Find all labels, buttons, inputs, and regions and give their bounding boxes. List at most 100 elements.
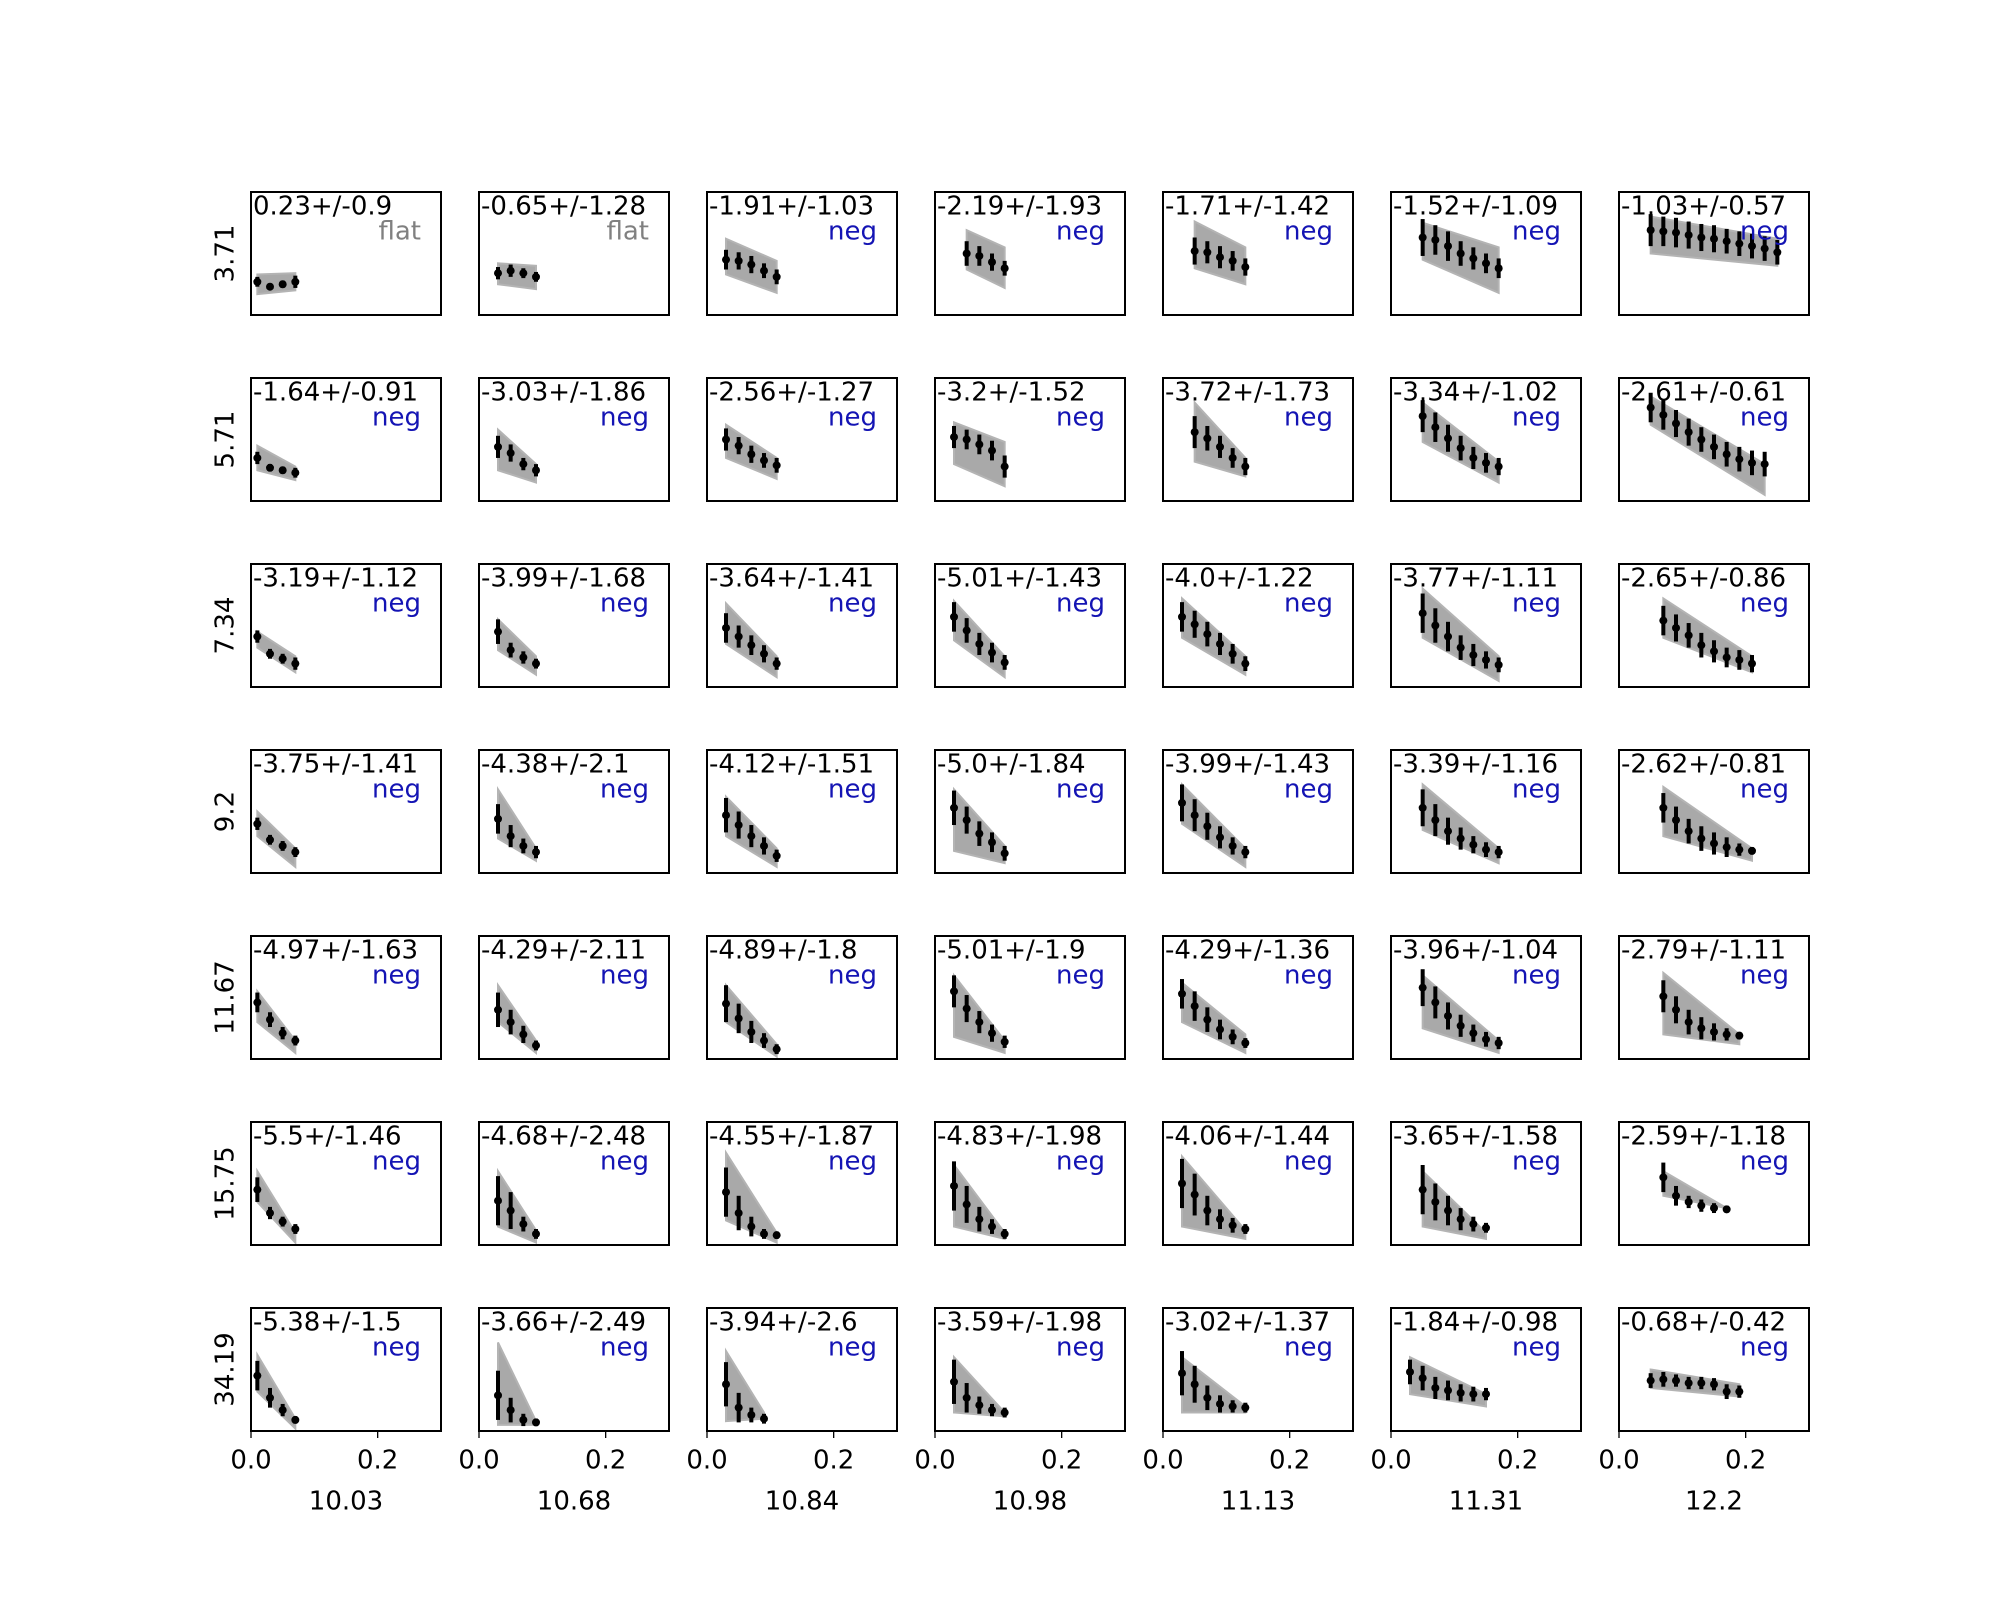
trend-label: neg	[372, 961, 421, 991]
data-point	[1697, 1379, 1706, 1388]
panel-frame	[706, 563, 898, 688]
data-point	[1659, 227, 1668, 236]
fit-band	[1181, 782, 1247, 869]
data-point	[253, 819, 262, 828]
data-point	[760, 649, 768, 658]
data-point	[1444, 242, 1452, 251]
data-point	[1684, 428, 1693, 437]
panel-frame	[934, 1121, 1126, 1246]
trend-label: neg	[372, 1147, 421, 1177]
slope-annotation: -3.77+/-1.11	[1393, 564, 1558, 594]
data-point	[532, 1041, 540, 1050]
data-point	[722, 1188, 730, 1197]
slope-annotation: -3.66+/-2.49	[481, 1308, 646, 1338]
data-point	[519, 269, 528, 278]
data-point	[278, 841, 287, 850]
slope-annotation: -5.01+/-1.43	[937, 564, 1102, 594]
slope-annotation: 0.23+/-0.9	[253, 192, 392, 222]
slope-annotation: -2.62+/-0.81	[1621, 750, 1786, 780]
data-point	[1684, 1018, 1693, 1027]
trend-label: neg	[600, 1147, 649, 1177]
data-point	[722, 623, 730, 632]
data-point	[1672, 1005, 1680, 1014]
slope-annotation: -1.84+/-0.98	[1393, 1308, 1558, 1338]
trend-label: flat	[378, 217, 421, 247]
data-point	[253, 998, 262, 1007]
data-point	[1482, 1390, 1490, 1399]
data-point	[1646, 1376, 1655, 1385]
column-label: 11.13	[1221, 1487, 1295, 1517]
data-point	[1722, 1030, 1731, 1039]
slope-annotation: -4.89+/-1.8	[709, 936, 858, 966]
data-point	[1659, 1173, 1668, 1182]
data-point	[291, 1036, 300, 1045]
slope-annotation: -2.56+/-1.27	[709, 378, 874, 408]
slope-annotation: -3.59+/-1.98	[937, 1308, 1102, 1338]
slope-annotation: -3.03+/-1.86	[481, 378, 646, 408]
data-point	[1456, 249, 1465, 258]
data-point	[1190, 811, 1199, 820]
data-point	[1241, 848, 1250, 857]
data-point	[1482, 845, 1490, 854]
trend-label: neg	[1284, 775, 1333, 805]
data-point	[494, 814, 502, 823]
panel-frame	[706, 1121, 898, 1246]
data-point	[1000, 1408, 1009, 1417]
data-point	[532, 659, 540, 668]
data-point	[266, 649, 274, 658]
data-point	[1760, 460, 1769, 469]
slope-annotation: -4.0+/-1.22	[1165, 564, 1314, 594]
data-point	[1190, 247, 1199, 256]
slope-annotation: -2.61+/-0.61	[1621, 378, 1786, 408]
data-point	[1431, 998, 1440, 1007]
data-point	[1482, 259, 1490, 268]
data-point	[1710, 442, 1718, 451]
data-point	[760, 1229, 768, 1238]
column-label: 12.2	[1685, 1487, 1743, 1517]
data-point	[1684, 827, 1693, 836]
data-point	[1494, 462, 1503, 471]
panel-frame	[1390, 1307, 1582, 1432]
data-point	[291, 848, 300, 857]
data-point	[1241, 1225, 1250, 1234]
fit-band	[497, 262, 537, 291]
slope-annotation: -1.91+/-1.03	[709, 192, 874, 222]
data-point	[519, 1030, 528, 1039]
data-point	[1697, 233, 1706, 242]
data-point	[1735, 845, 1744, 854]
trend-label: neg	[600, 589, 649, 619]
data-point	[1697, 435, 1706, 444]
panel-frame	[478, 749, 670, 874]
data-point	[962, 435, 971, 444]
data-point	[988, 446, 996, 455]
slope-annotation: -5.0+/-1.84	[937, 750, 1086, 780]
slope-annotation: -3.99+/-1.68	[481, 564, 646, 594]
data-point	[1760, 244, 1769, 253]
slope-annotation: -4.97+/-1.63	[253, 936, 418, 966]
data-point	[291, 1225, 300, 1234]
row-label: 3.71	[211, 225, 241, 283]
trend-label: neg	[600, 961, 649, 991]
data-point	[747, 1027, 756, 1036]
panel-frame	[250, 377, 442, 502]
fit-band	[497, 1167, 537, 1245]
fit-band	[256, 629, 297, 675]
x-tick-label: 0.2	[1725, 1446, 1766, 1476]
data-point	[950, 803, 958, 812]
trend-label: neg	[1284, 1147, 1333, 1177]
panel-frame	[706, 935, 898, 1060]
data-point	[1748, 659, 1756, 668]
x-tick-label: 0.0	[458, 1446, 499, 1476]
data-point	[1469, 254, 1478, 263]
data-point	[506, 646, 515, 655]
x-tick-label: 0.2	[585, 1446, 626, 1476]
data-point	[519, 841, 528, 850]
row-label: 15.75	[211, 1146, 241, 1220]
data-point	[1203, 434, 1212, 443]
data-point	[519, 460, 528, 469]
data-point	[1722, 237, 1731, 246]
panel-frame	[1618, 749, 1810, 874]
data-point	[1773, 248, 1782, 257]
data-point	[1735, 1031, 1744, 1040]
panel-frame	[250, 1307, 442, 1432]
